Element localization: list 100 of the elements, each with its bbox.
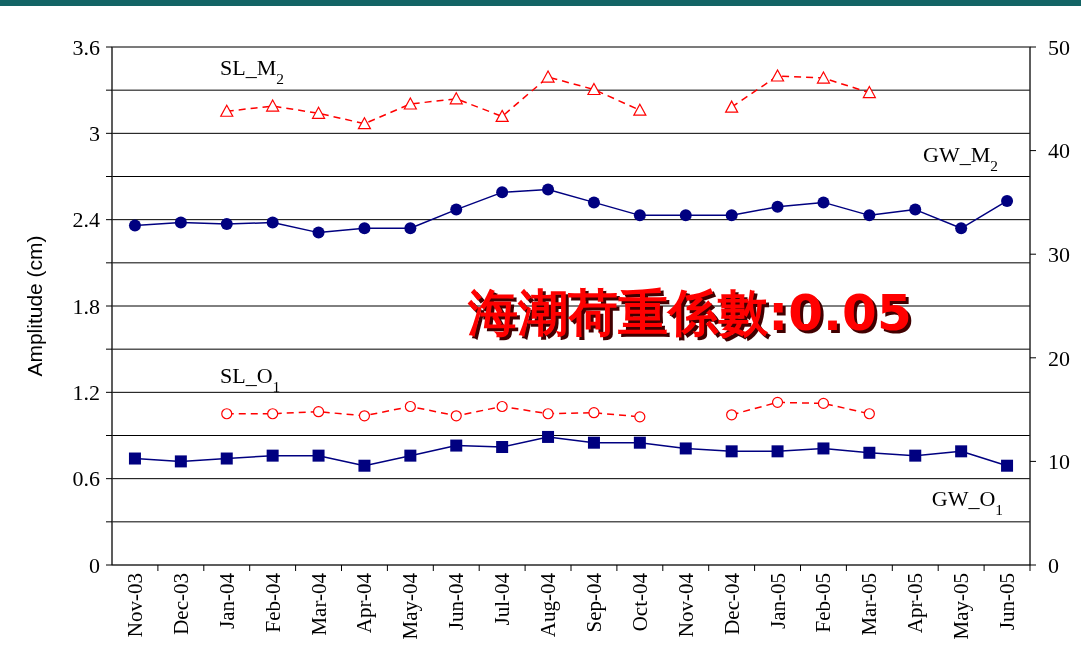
point bbox=[542, 183, 555, 196]
point bbox=[174, 216, 187, 229]
point bbox=[634, 411, 646, 423]
point bbox=[863, 446, 876, 459]
x-tick-label: Dec-04 bbox=[719, 572, 744, 635]
y-axis-title: Amplitude (cm) bbox=[23, 235, 46, 377]
point bbox=[816, 71, 831, 84]
point bbox=[955, 445, 968, 458]
point bbox=[496, 400, 508, 413]
point bbox=[726, 409, 738, 421]
point bbox=[496, 441, 509, 454]
point bbox=[817, 442, 830, 455]
point bbox=[955, 222, 968, 235]
point bbox=[862, 85, 876, 99]
series-label: SL_O$_{1}$ bbox=[220, 363, 281, 395]
point bbox=[588, 407, 600, 419]
y-tick-label: 1.8 bbox=[72, 293, 100, 319]
series-label: GW_M$_{2}$ bbox=[923, 142, 998, 174]
x-tick-label: Jun-04 bbox=[444, 572, 469, 631]
point bbox=[633, 436, 646, 449]
y2-tick-label: 20 bbox=[1048, 345, 1070, 371]
point bbox=[128, 219, 141, 232]
point bbox=[450, 439, 463, 452]
point bbox=[450, 203, 463, 216]
point bbox=[404, 449, 417, 462]
point bbox=[128, 452, 141, 465]
point bbox=[679, 209, 692, 222]
x-tick-label: Oct-04 bbox=[627, 572, 652, 632]
x-tick-label: Nov-04 bbox=[673, 572, 698, 638]
point bbox=[909, 203, 922, 216]
point bbox=[221, 408, 233, 420]
point bbox=[771, 200, 784, 213]
x-tick-label: Mar-04 bbox=[306, 572, 331, 636]
point bbox=[679, 442, 692, 455]
point bbox=[1001, 194, 1014, 207]
point bbox=[817, 397, 830, 409]
x-tick-label: Nov-03 bbox=[122, 573, 147, 638]
series-label: SL_M$_{2}$ bbox=[220, 55, 284, 87]
y2-tick-label: 40 bbox=[1048, 138, 1070, 164]
point bbox=[404, 222, 417, 235]
point bbox=[220, 452, 233, 465]
point bbox=[770, 69, 785, 82]
point bbox=[266, 449, 279, 462]
point bbox=[311, 106, 326, 119]
point bbox=[357, 117, 372, 130]
x-tick-label: Apr-05 bbox=[903, 573, 928, 634]
point bbox=[725, 209, 738, 222]
point bbox=[863, 408, 875, 420]
x-tick-label: Feb-05 bbox=[811, 573, 836, 633]
point bbox=[174, 455, 187, 468]
y2-tick-label: 10 bbox=[1048, 449, 1070, 475]
point bbox=[266, 99, 280, 112]
point bbox=[587, 436, 600, 449]
y-tick-label: 3 bbox=[89, 121, 100, 147]
series-label: GW_O$_{1}$ bbox=[931, 486, 1003, 518]
point bbox=[312, 226, 325, 239]
x-tick-label: Aug-04 bbox=[536, 572, 561, 638]
x-tick-label: Mar-05 bbox=[857, 573, 882, 636]
y2-tick-label: 50 bbox=[1048, 34, 1070, 60]
y-tick-label: 0.6 bbox=[72, 466, 100, 492]
point bbox=[725, 445, 738, 458]
point bbox=[220, 104, 234, 117]
point bbox=[771, 445, 784, 458]
point bbox=[587, 82, 601, 96]
point bbox=[267, 408, 279, 420]
point bbox=[358, 410, 371, 422]
point bbox=[358, 459, 371, 472]
x-tick-label: Dec-03 bbox=[168, 573, 193, 635]
point bbox=[312, 406, 325, 418]
y2-tick-label: 30 bbox=[1048, 241, 1070, 267]
x-tick-label: Apr-04 bbox=[352, 572, 377, 634]
x-tick-label: Sep-04 bbox=[581, 572, 606, 633]
point bbox=[1001, 459, 1014, 472]
x-tick-label: Jan-04 bbox=[214, 572, 239, 629]
x-tick-label: Feb-04 bbox=[260, 572, 285, 633]
annotation: 海潮荷重係數:0.05 bbox=[470, 287, 915, 345]
x-tick-label: Jan-05 bbox=[765, 573, 790, 629]
y-tick-label: 0 bbox=[89, 552, 100, 578]
point bbox=[312, 449, 325, 462]
point bbox=[220, 217, 233, 230]
point bbox=[266, 216, 279, 229]
point bbox=[587, 196, 600, 209]
y-tick-label: 2.4 bbox=[72, 207, 100, 233]
point bbox=[725, 100, 739, 113]
point bbox=[358, 222, 371, 235]
point bbox=[542, 408, 554, 420]
point bbox=[495, 109, 509, 123]
point bbox=[633, 209, 646, 222]
point bbox=[633, 103, 647, 116]
point bbox=[450, 410, 462, 422]
x-tick-label: Jun-05 bbox=[995, 573, 1020, 631]
x-tick-label: Jul-04 bbox=[490, 572, 515, 626]
point bbox=[541, 70, 555, 83]
point bbox=[404, 400, 416, 413]
point bbox=[909, 449, 922, 462]
point bbox=[449, 92, 463, 105]
x-tick-label: May-04 bbox=[398, 572, 423, 640]
x-tick-label: May-05 bbox=[949, 573, 974, 640]
point bbox=[771, 396, 784, 408]
y-tick-label: 1.2 bbox=[72, 380, 100, 406]
